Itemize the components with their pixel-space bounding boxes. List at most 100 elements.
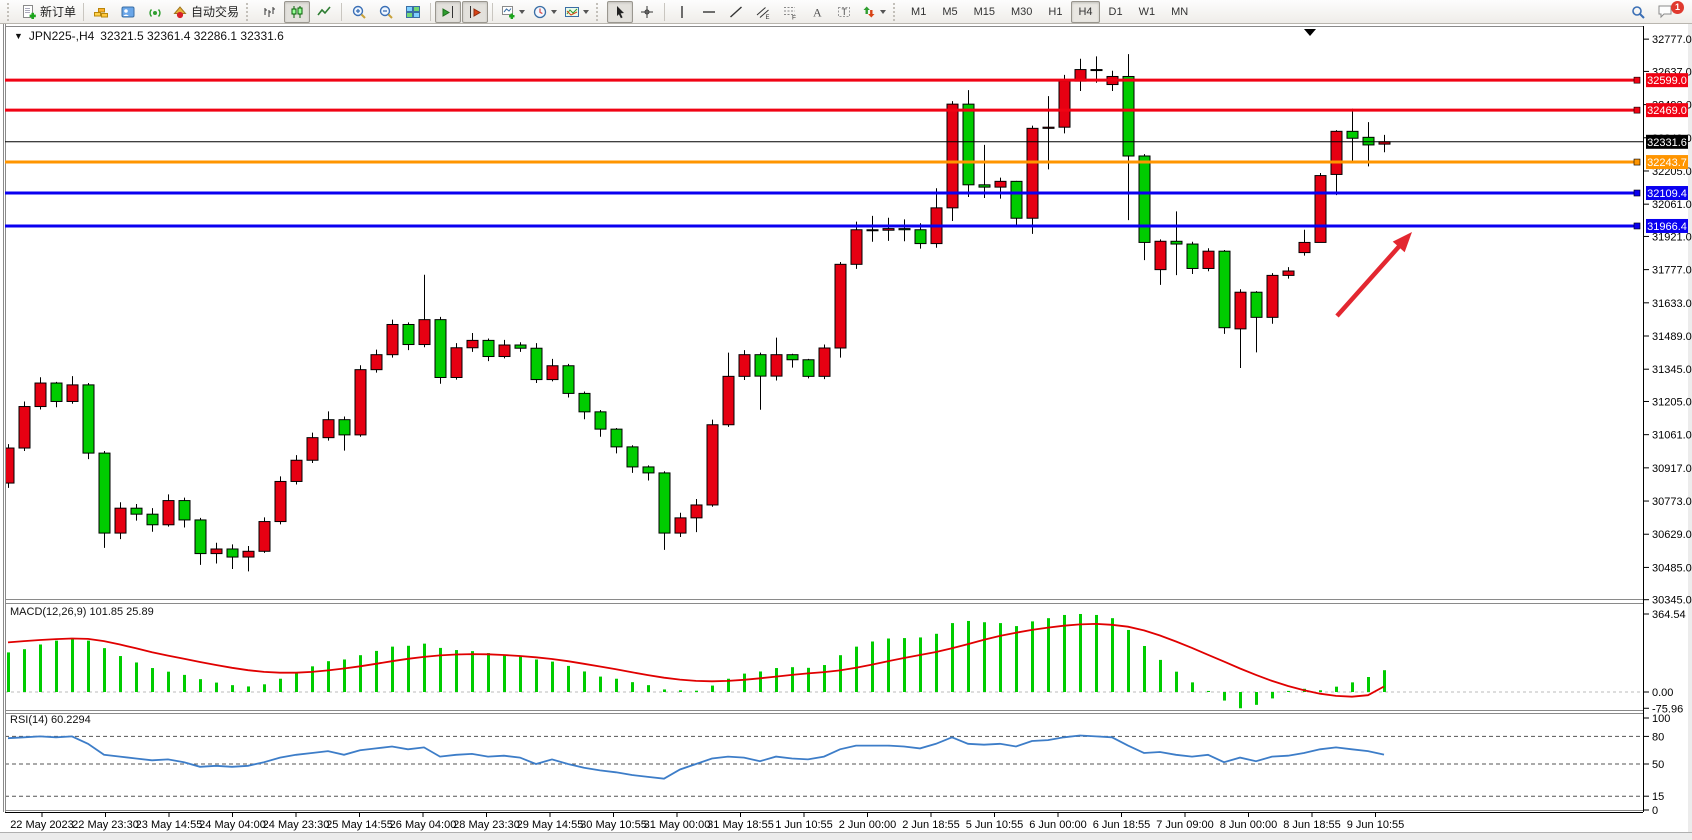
toolbar-grip[interactable] [596, 2, 603, 21]
zoom-in-button[interactable] [346, 1, 372, 23]
macd-bar [1239, 692, 1242, 709]
text-tool-button[interactable]: A [804, 1, 830, 23]
candle-body [306, 437, 319, 461]
candle-body [994, 180, 1007, 188]
timeframe-button-M1[interactable]: M1 [911, 5, 927, 18]
trend-arrow-head[interactable] [1392, 232, 1412, 253]
timeframe-button-M5[interactable]: M5 [942, 5, 958, 18]
macd-bar [1127, 629, 1130, 692]
autotrading-button[interactable]: 自动交易 [169, 1, 242, 23]
time-tick-label: 31 May 18:55 [707, 819, 774, 831]
time-tick-label: 24 May 04:00 [199, 819, 266, 831]
timeframe-button-M30[interactable]: M30 [1011, 5, 1033, 18]
tile-windows-button[interactable] [400, 1, 426, 23]
candle-body [978, 184, 991, 188]
fibonacci-tool-button[interactable]: F [777, 1, 803, 23]
price-chart-canvas[interactable]: 32777.032637.032493.032349.032205.032061… [0, 24, 1692, 840]
macd-bar [695, 690, 698, 692]
candle-body [210, 548, 223, 555]
market-watch-button[interactable] [88, 1, 114, 23]
new-chart-button[interactable] [497, 1, 528, 23]
candlestick-mode-button[interactable] [284, 0, 311, 23]
hline-end-marker[interactable] [1633, 158, 1641, 166]
candle-body [770, 354, 783, 377]
macd-bar [727, 678, 730, 692]
navigator-button[interactable] [115, 1, 141, 23]
candle-body [482, 339, 495, 358]
trend-arrow-shaft[interactable] [1335, 242, 1404, 318]
macd-bar [855, 646, 858, 692]
chart-ohlc-values: 32321.5 32361.4 32286.1 32331.6 [100, 29, 284, 43]
zoom-out-button[interactable] [373, 1, 399, 23]
candle-body [850, 229, 863, 265]
crosshair-tool-button[interactable] [634, 1, 660, 23]
macd-bar [311, 666, 314, 692]
candle-body [1042, 126, 1055, 129]
toolbar-separator [83, 2, 85, 21]
price-tick-label: 31921.0 [1652, 231, 1692, 243]
candle-body [1314, 175, 1327, 243]
macd-bar [167, 671, 170, 692]
macd-bar [407, 645, 410, 692]
macd-bar [215, 682, 218, 692]
periodicity-button[interactable] [529, 1, 560, 23]
horizontal-line-tool-button[interactable] [696, 1, 722, 23]
toolbar-grip[interactable] [7, 2, 14, 21]
signals-button[interactable] [142, 1, 168, 23]
bar-chart-mode-button[interactable] [257, 1, 283, 23]
timeframe-button-H4[interactable]: H4 [1071, 0, 1100, 23]
timeframe-button-MN[interactable]: MN [1171, 5, 1189, 18]
candle-body [1346, 130, 1359, 139]
timeframe-button-D1[interactable]: D1 [1108, 5, 1123, 18]
time-tick-label: 7 Jun 09:00 [1156, 819, 1214, 831]
hline-end-marker[interactable] [1633, 106, 1641, 114]
text-label-icon: T [838, 6, 851, 17]
new-order-button[interactable]: 新订单 [18, 1, 79, 23]
candle-body [914, 229, 927, 245]
hline-objects[interactable]: 32599.0 32469.0 32243.7 32109.4 31966.4 [5, 73, 1688, 233]
cursor-tool-button[interactable] [607, 0, 634, 23]
hline-end-marker[interactable] [1633, 222, 1641, 230]
toolbar-grip[interactable] [246, 2, 253, 21]
line-chart-mode-button[interactable] [311, 1, 337, 23]
macd-bar [535, 659, 538, 692]
macd-bar [55, 640, 58, 692]
chat-button-wrap: 1 [1652, 0, 1684, 24]
indicators-button[interactable] [561, 1, 592, 23]
chart-shift-marker[interactable] [1304, 29, 1316, 36]
candle-body [1218, 250, 1231, 329]
macd-bar [455, 650, 458, 692]
chart-shift-icon [470, 5, 482, 18]
hline-end-marker[interactable] [1633, 76, 1641, 84]
vertical-line-tool-button[interactable] [669, 1, 695, 23]
text-label-tool-button[interactable]: T [831, 1, 857, 23]
price-tick-label: 30773.0 [1652, 496, 1692, 508]
macd-bar [503, 654, 506, 692]
collapse-triangle-icon[interactable]: ▼ [14, 31, 23, 41]
zoom-out-icon [379, 5, 393, 19]
timeframe-button-W1[interactable]: W1 [1138, 5, 1156, 18]
candle-body [1058, 80, 1071, 128]
equidistant-channel-tool-button[interactable]: E [750, 1, 776, 23]
macd-bar [7, 652, 10, 692]
search-button[interactable] [1625, 1, 1651, 23]
rsi-tick-label: 0 [1652, 805, 1658, 817]
macd-bar [295, 672, 298, 692]
candle-body [1234, 291, 1247, 330]
price-tick-label: 31489.0 [1652, 331, 1692, 343]
candle-body [1330, 130, 1343, 175]
toolbar-grip[interactable] [893, 2, 900, 21]
arrows-tool-button[interactable] [858, 1, 889, 23]
macd-panel [6, 613, 1642, 709]
macd-bar [1015, 626, 1018, 692]
hline-end-marker[interactable] [1633, 189, 1641, 197]
timeframe-button-H1[interactable]: H1 [1048, 5, 1063, 18]
macd-bar [567, 665, 570, 692]
auto-scroll-button[interactable] [435, 0, 462, 23]
candle-body [562, 365, 575, 394]
timeframe-button-M15[interactable]: M15 [973, 5, 995, 18]
chart-shift-button[interactable] [462, 0, 489, 23]
candle-body [194, 519, 207, 555]
macd-bar [103, 648, 106, 692]
trendline-tool-button[interactable] [723, 1, 749, 23]
